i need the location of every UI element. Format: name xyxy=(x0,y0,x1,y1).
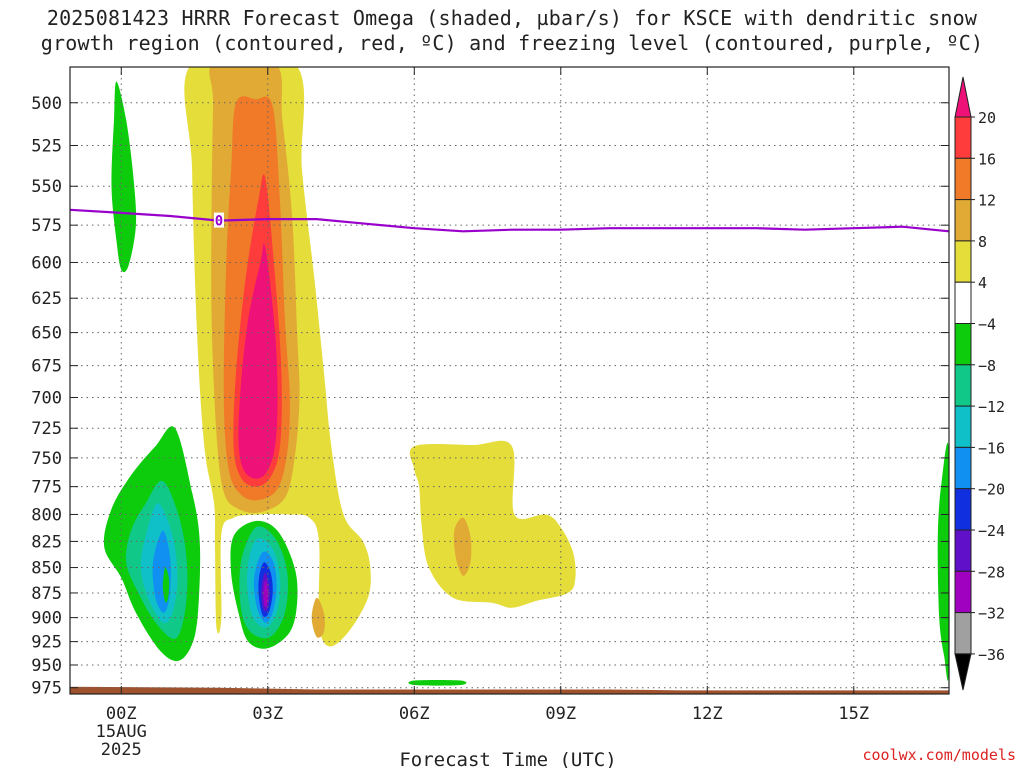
colorbar-segment xyxy=(954,281,972,325)
y-tick-label: 775 xyxy=(31,478,62,498)
y-tick-label: 975 xyxy=(31,679,62,699)
colorbar-label: 8 xyxy=(978,233,987,251)
y-tick-label: 925 xyxy=(31,633,62,653)
colorbar-segment xyxy=(954,446,972,490)
y-tick-label: 575 xyxy=(31,216,62,236)
omega-region xyxy=(162,567,170,603)
omega-region xyxy=(408,679,467,686)
colorbar-segment xyxy=(954,240,972,283)
omega-shading xyxy=(103,67,949,686)
x-axis-title: Forecast Time (UTC) xyxy=(399,749,616,768)
colorbar-label: −8 xyxy=(978,357,996,375)
y-tick-label: 500 xyxy=(31,94,62,114)
colorbar-label: −20 xyxy=(978,481,1005,499)
terrain-area xyxy=(70,686,949,694)
y-tick-label: 950 xyxy=(31,656,62,676)
y-tick-label: 725 xyxy=(31,419,62,439)
y-tick-label: 625 xyxy=(31,289,62,309)
x-tick-label: 03Z xyxy=(252,704,283,724)
watermark: coolwx.com/models xyxy=(862,746,1016,764)
colorbar-bottom-arrow xyxy=(954,653,972,691)
chart-title: 2025081423 HRRR Forecast Omega (shaded, … xyxy=(0,6,1024,56)
plot-frame xyxy=(69,66,950,695)
x-tick-label: 06Z xyxy=(399,704,430,724)
colorbar-label: 16 xyxy=(978,150,996,168)
freezing-level-contour: 0 xyxy=(70,208,949,233)
freezing-level-label-bg xyxy=(213,212,224,228)
colorbar-segment xyxy=(954,488,972,531)
colorbar-segment xyxy=(954,364,972,407)
chart-title-line-2: growth region (contoured, red, ºC) and f… xyxy=(40,31,984,55)
colorbar-label: 4 xyxy=(978,274,987,292)
x-tick-label: 09Z xyxy=(545,704,576,724)
x-tick-year: 2025 xyxy=(101,740,142,760)
omega-region xyxy=(111,81,137,273)
colorbar: 20 16 12 8 4 −4 −8 −12 −16 −20 −24 −28 −32 −36 xyxy=(954,76,1005,691)
y-tick-label: 650 xyxy=(31,324,62,344)
colorbar-segment xyxy=(954,570,972,614)
y-tick-label: 525 xyxy=(31,136,62,156)
omega-region xyxy=(263,579,268,608)
chart-title-line-1: 2025081423 HRRR Forecast Omega (shaded, … xyxy=(46,6,978,30)
colorbar-segment xyxy=(954,529,972,572)
colorbar-label: −32 xyxy=(978,605,1005,623)
y-axis: 500 525 550 575 600 625 650 675 700 725 750 775 800 8… xyxy=(31,94,949,699)
y-tick-label: 700 xyxy=(31,388,62,408)
grid xyxy=(70,67,949,694)
colorbar-label: −28 xyxy=(978,563,1005,581)
omega-region xyxy=(453,517,472,576)
colorbar-label: −16 xyxy=(978,439,1005,457)
x-tick-label: 12Z xyxy=(692,704,723,724)
colorbar-segment xyxy=(954,199,972,242)
omega-region xyxy=(409,440,576,608)
y-tick-label: 825 xyxy=(31,532,62,552)
colorbar-label: 20 xyxy=(978,109,996,127)
terrain-fill xyxy=(70,686,949,694)
colorbar-label: 12 xyxy=(978,192,996,210)
omega-region xyxy=(937,442,949,681)
x-tick-label: 00Z xyxy=(106,704,137,724)
x-tick-date: 15AUG xyxy=(96,722,147,742)
colorbar-segment xyxy=(954,612,972,655)
colorbar-label: −12 xyxy=(978,398,1005,416)
y-tick-label: 550 xyxy=(31,177,62,197)
y-tick-label: 750 xyxy=(31,449,62,469)
y-tick-label: 900 xyxy=(31,609,62,629)
colorbar-segment xyxy=(954,405,972,448)
colorbar-segment xyxy=(954,323,972,366)
y-tick-label: 850 xyxy=(31,559,62,579)
colorbar-segment xyxy=(954,116,972,159)
y-tick-label: 675 xyxy=(31,357,62,377)
y-tick-label: 875 xyxy=(31,584,62,604)
y-tick-label: 600 xyxy=(31,253,62,273)
freezing-level-label: 0 xyxy=(215,214,223,230)
colorbar-label: −36 xyxy=(978,646,1005,664)
colorbar-segment xyxy=(954,157,972,201)
colorbar-top-arrow xyxy=(954,76,972,118)
x-tick-label: 15Z xyxy=(838,704,869,724)
colorbar-label: −4 xyxy=(978,316,996,334)
colorbar-label: −24 xyxy=(978,522,1005,540)
y-tick-label: 800 xyxy=(31,505,62,525)
